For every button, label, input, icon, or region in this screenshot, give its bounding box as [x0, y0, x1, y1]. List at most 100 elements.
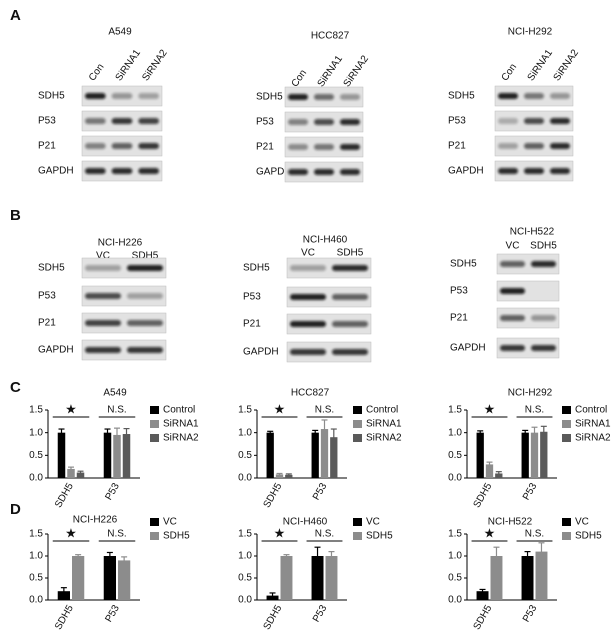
blot-band — [138, 168, 159, 174]
row-label: GAPDH — [448, 166, 484, 177]
lane-label: SiRNA1 — [114, 47, 144, 83]
bar — [285, 474, 293, 478]
legend-label: VC — [163, 517, 177, 528]
blot-band — [550, 143, 570, 149]
y-tick-label: 1.0 — [238, 551, 252, 562]
row-label: GAPDH — [243, 347, 279, 358]
x-tick-label: P53 — [521, 603, 540, 624]
legend-label: SiRNA2 — [575, 433, 611, 444]
x-tick-label: P53 — [103, 481, 122, 502]
row-label: SDH5 — [256, 92, 283, 103]
bar — [113, 434, 121, 478]
annotation: ★ — [484, 401, 496, 416]
bar — [57, 591, 70, 600]
blot-band — [340, 169, 360, 175]
blot-band — [314, 94, 334, 100]
blot-title: A549 — [108, 27, 132, 38]
lane-label: VC — [301, 248, 315, 259]
bar — [330, 437, 338, 478]
panel-label: D — [10, 501, 21, 518]
x-tick-label: SDH5 — [262, 603, 285, 631]
row-label: P53 — [256, 117, 274, 128]
bar — [540, 431, 548, 478]
row-label: P21 — [38, 141, 56, 152]
x-tick-label: SDH5 — [53, 603, 76, 631]
error-bar — [495, 471, 502, 476]
error-bar — [114, 427, 120, 442]
chart-title: NCI-H226 — [73, 515, 118, 526]
blot-band — [332, 321, 368, 327]
blot-strip — [286, 341, 372, 363]
legend-swatch — [150, 532, 159, 540]
annotation: ★ — [65, 525, 77, 540]
blot-band — [340, 119, 360, 125]
error-bar — [60, 587, 67, 595]
annotation: ★ — [274, 401, 286, 416]
bar — [280, 556, 293, 600]
bar — [266, 432, 274, 478]
blot-band — [498, 93, 518, 99]
legend-label: SiRNA2 — [163, 433, 199, 444]
blot-strip — [81, 312, 167, 334]
blot-band — [314, 144, 334, 150]
blot-band — [332, 294, 368, 300]
legend-label: SiRNA1 — [575, 419, 611, 430]
error-bar — [269, 592, 276, 599]
bar — [118, 560, 131, 600]
blot-band — [531, 345, 556, 351]
y-tick-label: 1.0 — [29, 427, 43, 438]
blot-band — [127, 320, 163, 326]
blot-band — [85, 320, 121, 326]
error-bar — [285, 473, 292, 476]
lane-label: Con — [500, 62, 520, 83]
error-bar — [531, 426, 538, 439]
lane-label: SiRNA1 — [316, 53, 346, 89]
blot-band — [550, 93, 570, 99]
legend-swatch — [150, 518, 159, 526]
x-tick-label: P53 — [103, 603, 122, 624]
y-tick-label: 0.0 — [29, 473, 43, 484]
lane-label: VC — [506, 241, 520, 252]
annotation: ★ — [484, 525, 496, 540]
blot-band — [138, 143, 159, 149]
chart-title: NCI-H522 — [488, 517, 533, 528]
y-tick-label: 1.5 — [29, 405, 43, 416]
legend-label: SDH5 — [575, 531, 602, 542]
annotation: ★ — [274, 525, 286, 540]
y-tick-label: 0.5 — [29, 450, 43, 461]
legend-label: SiRNA1 — [163, 419, 199, 430]
blot-band — [127, 265, 163, 271]
bar — [490, 556, 503, 600]
error-bar — [75, 554, 82, 558]
row-label: SDH5 — [38, 91, 65, 102]
blot-strip — [286, 257, 372, 279]
legend-swatch — [562, 434, 571, 442]
error-bar — [312, 429, 319, 435]
y-tick-label: 1.0 — [238, 427, 252, 438]
error-bar — [524, 550, 531, 561]
legend-label: SiRNA2 — [366, 433, 402, 444]
blot-band — [290, 349, 326, 355]
bar — [103, 556, 116, 600]
blot-title: HCC827 — [311, 31, 350, 42]
lane-label: SiRNA2 — [342, 53, 372, 89]
y-tick-label: 1.0 — [448, 551, 462, 562]
y-tick-label: 0.5 — [238, 573, 252, 584]
blot-strip — [496, 280, 560, 302]
error-bar — [486, 461, 493, 467]
x-tick-label: P53 — [311, 603, 330, 624]
bar — [485, 464, 494, 478]
lane-label: SDH5 — [530, 241, 557, 252]
legend-swatch — [150, 406, 159, 414]
blot-band — [332, 265, 368, 271]
blot-band — [531, 315, 556, 321]
error-bar — [283, 554, 290, 558]
blot-title: NCI-H522 — [510, 227, 555, 238]
annotation: N.S. — [315, 529, 334, 540]
bar — [495, 473, 503, 478]
error-bar — [123, 427, 130, 440]
annotation: N.S. — [107, 405, 126, 416]
error-bar — [58, 428, 65, 437]
legend-swatch — [353, 420, 362, 428]
